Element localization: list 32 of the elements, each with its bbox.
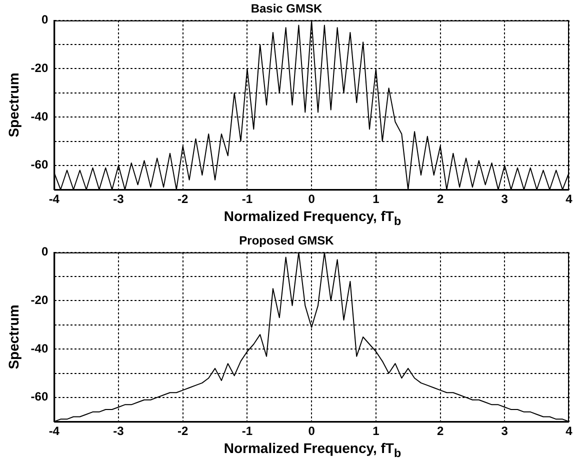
x-tick-label: -1 [242, 192, 253, 206]
y-axis-title: Spectrum [5, 72, 22, 138]
y-tick-label: 0 [41, 12, 48, 27]
x-tick-label: -4 [48, 192, 60, 206]
y-tick-label: 0 [41, 244, 48, 259]
x-tick-label: 0 [308, 424, 316, 438]
x-tick-label: 2 [436, 424, 444, 438]
x-tick-label: 0 [308, 192, 316, 206]
x-tick-label: 2 [436, 192, 444, 206]
x-tick-label: 3 [501, 424, 508, 438]
x-tick-label: -4 [48, 424, 60, 438]
y-tick-label: -40 [30, 341, 48, 356]
x-axis-title: Normalized Frequency, fT$_{b}$ [222, 440, 402, 460]
x-tick-label: -2 [178, 424, 189, 438]
x-tick-label: 4 [566, 424, 573, 438]
x-tick-label: -3 [113, 192, 124, 206]
x-tick-label: 1 [372, 192, 380, 206]
y-tick-label: -60 [30, 158, 48, 172]
x-tick-label: -2 [178, 192, 189, 206]
x-tick-label: -1 [242, 424, 253, 438]
x-tick-label: 4 [566, 192, 573, 206]
chart-title: Basic GMSK [250, 2, 323, 16]
x-tick-label: 1 [372, 424, 380, 438]
x-axis-title: Normalized Frequency, fT$_{b}$ [222, 208, 402, 228]
x-tick-label: -3 [113, 424, 124, 438]
x-tick-label: 3 [501, 192, 508, 206]
chart-title: Proposed GMSK [239, 234, 334, 248]
y-axis-title: Spectrum [5, 304, 22, 370]
y-tick-label: -40 [30, 109, 48, 124]
y-tick-label: -60 [30, 390, 48, 404]
y-tick-label: -20 [30, 293, 48, 308]
y-tick-label: -20 [30, 61, 48, 76]
